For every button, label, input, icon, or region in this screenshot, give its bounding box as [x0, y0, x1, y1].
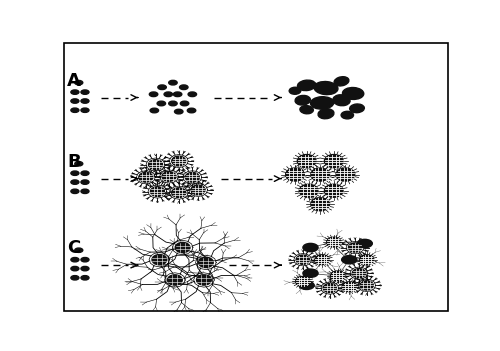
Ellipse shape — [81, 99, 89, 103]
Ellipse shape — [168, 101, 177, 106]
Circle shape — [352, 269, 366, 278]
Ellipse shape — [299, 281, 314, 290]
Ellipse shape — [81, 276, 89, 280]
Ellipse shape — [81, 258, 89, 262]
Circle shape — [324, 154, 343, 167]
Ellipse shape — [71, 108, 79, 112]
Ellipse shape — [168, 80, 177, 85]
Ellipse shape — [150, 108, 158, 113]
Circle shape — [148, 160, 162, 170]
Circle shape — [152, 254, 166, 265]
Ellipse shape — [334, 77, 349, 86]
Circle shape — [172, 156, 186, 166]
Ellipse shape — [157, 101, 166, 106]
Ellipse shape — [357, 239, 372, 247]
Circle shape — [196, 275, 212, 285]
Circle shape — [186, 172, 200, 182]
Circle shape — [172, 188, 186, 198]
Ellipse shape — [71, 266, 79, 271]
Circle shape — [311, 168, 330, 181]
Ellipse shape — [314, 81, 338, 95]
Ellipse shape — [188, 92, 196, 97]
Ellipse shape — [180, 101, 189, 106]
Ellipse shape — [342, 87, 364, 99]
Ellipse shape — [71, 180, 79, 184]
Ellipse shape — [71, 276, 79, 280]
Circle shape — [150, 187, 164, 197]
Ellipse shape — [81, 171, 89, 176]
Circle shape — [296, 255, 310, 264]
Text: C: C — [67, 239, 80, 257]
Circle shape — [311, 198, 330, 211]
Ellipse shape — [289, 87, 301, 94]
Ellipse shape — [174, 92, 182, 97]
Ellipse shape — [164, 92, 172, 97]
Ellipse shape — [81, 180, 89, 184]
Circle shape — [139, 172, 153, 182]
Ellipse shape — [303, 269, 318, 277]
Ellipse shape — [71, 258, 79, 262]
Circle shape — [327, 237, 340, 247]
Circle shape — [360, 281, 374, 290]
Text: B: B — [67, 153, 81, 171]
Ellipse shape — [75, 80, 83, 85]
Circle shape — [176, 243, 190, 253]
Circle shape — [296, 277, 310, 286]
Ellipse shape — [75, 248, 83, 252]
Ellipse shape — [71, 90, 79, 94]
Ellipse shape — [188, 108, 196, 113]
Circle shape — [348, 243, 362, 252]
Circle shape — [191, 185, 205, 195]
Ellipse shape — [71, 99, 79, 103]
Ellipse shape — [158, 85, 166, 90]
Circle shape — [324, 284, 336, 293]
Ellipse shape — [81, 90, 89, 94]
Ellipse shape — [341, 111, 353, 119]
Ellipse shape — [150, 92, 158, 97]
Ellipse shape — [295, 95, 310, 105]
Circle shape — [324, 184, 343, 197]
Ellipse shape — [81, 266, 89, 271]
Text: A: A — [67, 72, 81, 90]
Circle shape — [168, 275, 182, 285]
Circle shape — [336, 168, 354, 181]
Circle shape — [342, 282, 356, 292]
Circle shape — [300, 184, 318, 197]
Ellipse shape — [300, 106, 314, 114]
Ellipse shape — [318, 109, 334, 119]
Ellipse shape — [310, 97, 334, 109]
Ellipse shape — [333, 95, 350, 106]
Ellipse shape — [350, 104, 364, 113]
Ellipse shape — [298, 80, 316, 91]
Circle shape — [298, 154, 316, 167]
Ellipse shape — [81, 189, 89, 193]
Ellipse shape — [342, 256, 357, 264]
Ellipse shape — [303, 243, 318, 252]
Ellipse shape — [75, 161, 83, 166]
Ellipse shape — [180, 85, 188, 90]
Circle shape — [162, 172, 176, 181]
Circle shape — [360, 255, 374, 265]
Circle shape — [315, 255, 329, 265]
Circle shape — [330, 271, 344, 281]
Ellipse shape — [71, 171, 79, 176]
Ellipse shape — [174, 109, 183, 114]
Circle shape — [198, 257, 213, 267]
Circle shape — [286, 168, 304, 181]
Ellipse shape — [81, 108, 89, 112]
Ellipse shape — [71, 189, 79, 193]
